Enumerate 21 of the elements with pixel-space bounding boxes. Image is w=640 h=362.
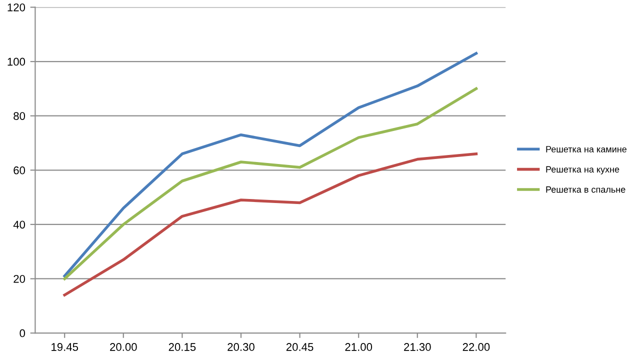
legend-label: Решетка на кухне [546,166,620,174]
x-tick-label: 21.30 [404,343,431,351]
x-tick-label: 20.15 [168,343,196,351]
y-tick-label: 60 [14,166,26,174]
y-tick-label: 0 [20,329,26,338]
x-tick-label: 20.45 [286,343,314,351]
x-tick-label: 21.00 [345,343,372,351]
y-tick-label: 40 [13,220,26,229]
legend-label: Решетка в спальне [546,186,626,193]
y-tick-label: 120 [8,4,26,12]
line-series [63,152,478,296]
x-tick-label: 20.30 [228,343,254,351]
y-tick-label: 100 [8,58,26,66]
y-tick-label: 20 [14,275,26,283]
line-series [63,87,478,280]
x-tick-label: 20.00 [110,343,137,351]
legend-label: Решетка на камине [546,146,626,152]
line-series [63,52,478,278]
x-tick-label: 22.00 [462,343,490,351]
y-tick-label: 80 [14,112,26,120]
x-tick-label: 19.45 [52,343,78,351]
